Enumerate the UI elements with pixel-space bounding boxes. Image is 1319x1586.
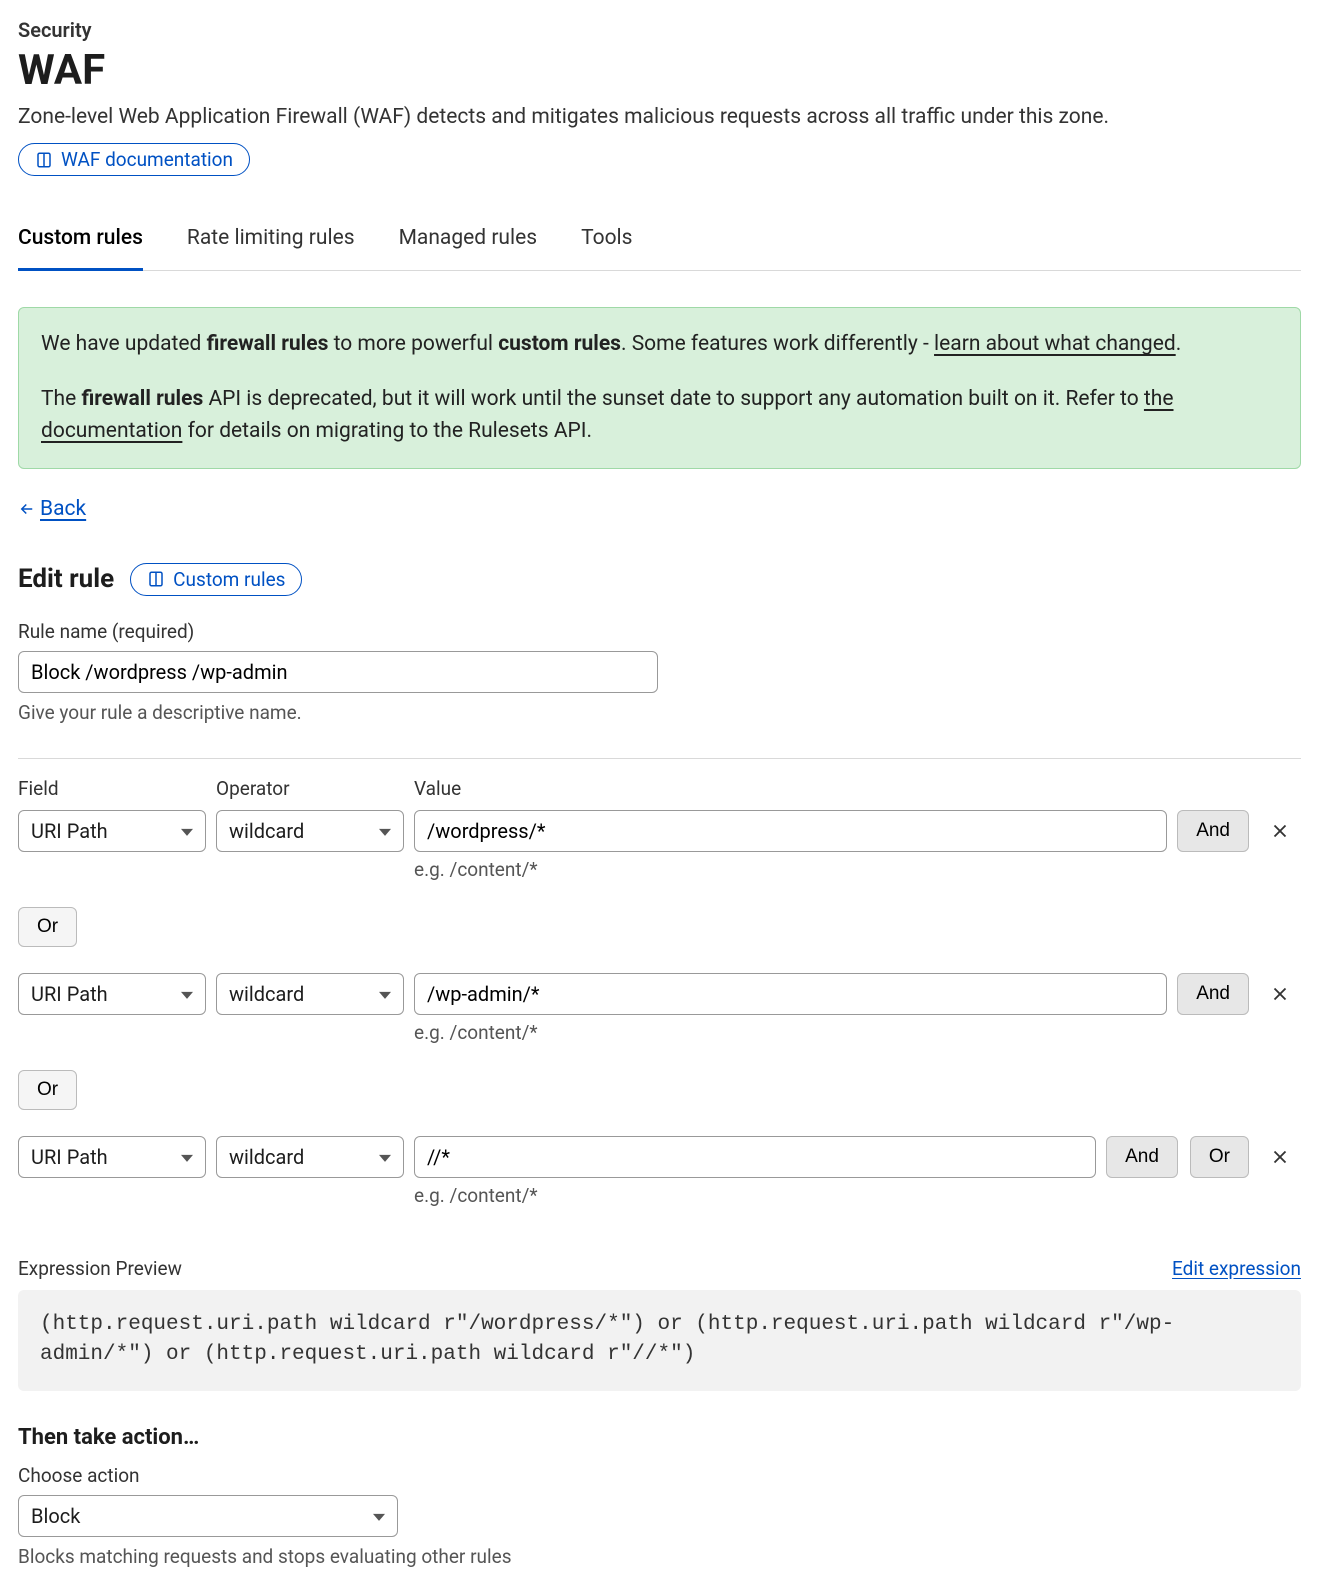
expression-preview: (http.request.uri.path wildcard r"/wordp… [18,1290,1301,1391]
page-title: WAF [18,46,1301,95]
field-select-value: URI Path [31,819,108,843]
waf-documentation-label: WAF documentation [61,148,233,171]
operator-select[interactable]: wildcard [216,973,404,1015]
action-select-value: Block [31,1504,80,1528]
operator-select[interactable]: wildcard [216,810,404,852]
breadcrumb: Security [18,18,1301,42]
operator-select-value: wildcard [229,982,304,1006]
rule-name-helper: Give your rule a descriptive name. [18,701,1301,724]
value-hint: e.g. /content/* [414,1021,1167,1044]
book-icon [35,151,53,169]
field-select[interactable]: URI Path [18,810,206,852]
notice-text: API is deprecated, but it will work unti… [203,387,1144,411]
learn-changed-link[interactable]: learn about what changed [934,332,1176,356]
edit-rule-heading: Edit rule [18,564,114,594]
close-icon [1269,1146,1291,1168]
back-label: Back [40,497,86,521]
choose-action-label: Choose action [18,1464,1301,1487]
value-input[interactable] [414,973,1167,1015]
tab-managed-rules[interactable]: Managed rules [399,210,538,271]
notice-text: . [1176,332,1182,356]
update-notice: We have updated firewall rules to more p… [18,307,1301,469]
operator-header: Operator [216,777,404,800]
and-button[interactable]: And [1177,810,1249,852]
page-description: Zone-level Web Application Firewall (WAF… [18,105,1301,129]
operator-select[interactable]: wildcard [216,1136,404,1178]
notice-text: We have updated [41,332,207,356]
remove-condition-button[interactable] [1259,1136,1301,1178]
tab-tools[interactable]: Tools [581,210,632,271]
custom-rules-label: Custom rules [173,568,285,591]
field-select-value: URI Path [31,1145,108,1169]
field-select-value: URI Path [31,982,108,1006]
close-icon [1269,983,1291,1005]
tabs: Custom rules Rate limiting rules Managed r… [18,210,1301,271]
value-hint: e.g. /content/* [414,1184,1096,1207]
arrow-left-icon [18,500,36,518]
edit-expression-link[interactable]: Edit expression [1172,1257,1301,1280]
operator-select-value: wildcard [229,1145,304,1169]
tab-rate-limiting-rules[interactable]: Rate limiting rules [187,210,355,271]
and-button[interactable]: And [1106,1136,1178,1178]
remove-condition-button[interactable] [1259,973,1301,1015]
divider [18,758,1301,759]
field-select[interactable]: URI Path [18,973,206,1015]
action-heading: Then take action… [18,1425,1301,1450]
field-select[interactable]: URI Path [18,1136,206,1178]
notice-text: . Some features work differently - [621,332,934,356]
notice-text: for details on migrating to the Rulesets… [182,419,592,443]
or-button[interactable]: Or [1190,1136,1249,1178]
condition-row: URI Path wildcard e.g. /content/* And [18,973,1301,1044]
notice-text: custom rules [498,332,621,356]
waf-documentation-link[interactable]: WAF documentation [18,143,250,176]
remove-condition-button[interactable] [1259,810,1301,852]
value-input[interactable] [414,1136,1096,1178]
book-icon [147,570,165,588]
close-icon [1269,820,1291,842]
rule-name-input[interactable] [18,651,658,693]
value-header: Value [414,777,1281,800]
notice-text: firewall rules [81,387,203,411]
rule-name-label: Rule name (required) [18,620,1301,643]
notice-text: The [41,387,81,411]
field-header: Field [18,777,206,800]
or-separator-button[interactable]: Or [18,907,77,947]
action-select[interactable]: Block [18,1495,398,1537]
expression-preview-label: Expression Preview [18,1257,182,1280]
operator-select-value: wildcard [229,819,304,843]
back-link[interactable]: Back [18,497,86,521]
notice-text: firewall rules [207,332,329,356]
action-helper: Blocks matching requests and stops evalu… [18,1545,1301,1568]
custom-rules-link[interactable]: Custom rules [130,563,302,596]
value-input[interactable] [414,810,1167,852]
condition-row: URI Path wildcard e.g. /content/* And Or [18,1136,1301,1207]
or-separator-button[interactable]: Or [18,1070,77,1110]
value-hint: e.g. /content/* [414,858,1167,881]
tab-custom-rules[interactable]: Custom rules [18,210,143,271]
and-button[interactable]: And [1177,973,1249,1015]
notice-text: to more powerful [328,332,498,356]
condition-row: URI Path wildcard e.g. /content/* And [18,810,1301,881]
